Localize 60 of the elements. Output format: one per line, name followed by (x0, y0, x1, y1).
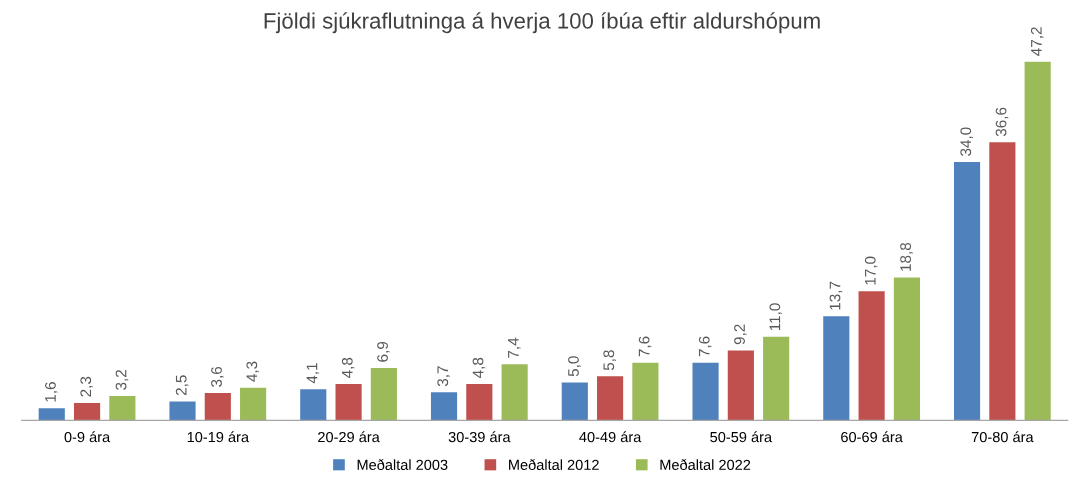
data-label: 2,5 (175, 375, 189, 396)
bar (763, 336, 790, 421)
bar (953, 162, 981, 421)
bar (823, 316, 850, 421)
bar (335, 383, 362, 421)
data-label: 3,7 (437, 366, 450, 387)
legend-label: Meðaltal 2022 (660, 459, 751, 470)
bar (989, 142, 1016, 421)
data-label: 34,0 (960, 127, 973, 156)
data-label: 4,8 (472, 357, 486, 379)
data-label: 36,6 (995, 107, 1009, 137)
x-tick-label: 10-19 ára (187, 431, 250, 443)
data-label: 5,8 (603, 350, 616, 371)
data-label: 2,3 (80, 376, 93, 397)
data-label: 1,6 (45, 382, 58, 402)
data-label: 18,8 (900, 242, 913, 271)
data-label: 6,9 (377, 341, 390, 362)
x-tick-label: 60-69 ára (841, 431, 903, 443)
bar (692, 362, 719, 421)
data-label: 3,2 (115, 370, 129, 390)
bar (204, 393, 231, 421)
data-label: 7,6 (698, 336, 712, 357)
bar (300, 389, 327, 421)
data-label: 4,8 (341, 357, 355, 379)
bar (597, 376, 624, 421)
bar (632, 362, 659, 421)
x-tick-label: 40-49 ára (579, 431, 642, 443)
bar (240, 387, 267, 421)
data-label: 7,4 (508, 337, 521, 358)
data-label: 13,7 (829, 281, 843, 310)
data-label: 7,6 (638, 336, 652, 357)
bar (466, 383, 493, 421)
legend-label: Meðaltal 2012 (509, 459, 599, 470)
data-label: 3,6 (211, 366, 224, 387)
bar (430, 392, 458, 421)
data-label: 4,3 (246, 361, 260, 382)
data-label: 17,0 (864, 256, 878, 285)
x-tick-label: 20-29 ára (318, 431, 380, 443)
bar (169, 401, 196, 421)
bar (109, 396, 136, 421)
bar (561, 382, 588, 421)
bar (370, 367, 397, 421)
bar (893, 277, 920, 421)
data-label: 4,1 (306, 363, 320, 384)
data-label: 9,2 (734, 324, 747, 345)
x-tick-label: 70-80 ára (971, 431, 1034, 443)
bar (858, 291, 885, 421)
data-label: 47,2 (1030, 27, 1044, 56)
bar (1024, 61, 1051, 421)
chart-title: Fjöldi sjúkraflutninga á hverja 100 íbúa eftir aldurshópum (264, 12, 820, 34)
bar (73, 402, 101, 421)
data-label: 5,0 (568, 356, 581, 377)
legend-label: Meðaltal 2003 (357, 459, 448, 470)
x-tick-label: 50-59 ára (710, 431, 773, 443)
x-tick-label: 0-9 ára (64, 431, 111, 443)
bar (501, 364, 528, 421)
bar (38, 408, 65, 421)
bar (727, 350, 754, 421)
data-label: 11,0 (769, 303, 783, 331)
x-tick-label: 30-39 ára (448, 431, 511, 443)
